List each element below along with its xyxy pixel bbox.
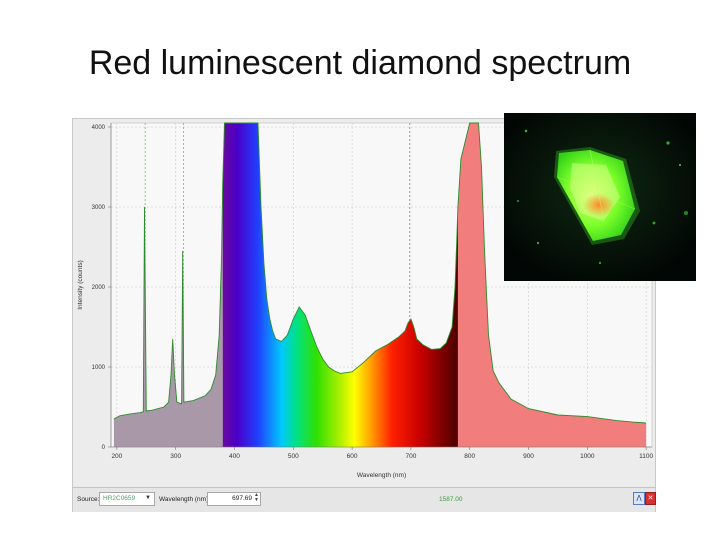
series-line [113, 122, 647, 424]
x-tick-label: 800 [464, 453, 475, 460]
x-tick-label: 900 [523, 453, 534, 460]
x-axis-title: Wavelength (nm) [357, 472, 406, 479]
lambda-icon[interactable]: Λ [633, 492, 645, 505]
x-tick-label: 400 [229, 453, 240, 460]
source-select[interactable]: HR2C0659 ▼ [99, 492, 155, 506]
x-tick-label: 300 [170, 453, 181, 460]
y-axis-title: Intensity (counts) [77, 260, 84, 310]
spinner-icon[interactable]: ▲ ▼ [254, 492, 259, 503]
x-tick-label: 1000 [580, 453, 595, 460]
y-tick-label: 1000 [92, 365, 106, 371]
source-label: Source: [77, 496, 100, 503]
counts-readout: 1587.00 [439, 496, 463, 503]
wavelength-input[interactable]: 697.69 ▲ ▼ [207, 492, 261, 506]
y-tick-label: 4000 [92, 125, 106, 131]
diamond-photo [504, 113, 696, 281]
y-tick-label: 2000 [92, 285, 106, 291]
x-tick-label: 200 [111, 453, 122, 460]
diamond-photo-graphic [504, 113, 696, 281]
status-bar: Source: HR2C0659 ▼ Wavelength (nm): 697.… [73, 487, 656, 512]
close-icon[interactable]: ✕ [645, 492, 656, 505]
wavelength-label: Wavelength (nm): [159, 496, 211, 503]
y-tick-label: 3000 [92, 205, 106, 211]
source-value: HR2C0659 [103, 495, 136, 502]
x-tick-label: 500 [288, 453, 299, 460]
wavelength-value: 697.69 [232, 495, 252, 502]
spectrum-line [113, 122, 647, 424]
y-tick-label: 0 [102, 445, 106, 451]
axes: 200 300 400 500 600 700 800 900 1000 1100 0 1000 200… [92, 123, 653, 460]
slide-title: Red luminescent diamond spectrum [88, 44, 632, 82]
x-tick-label: 600 [347, 453, 358, 460]
chevron-down-icon: ▼ [145, 495, 151, 501]
x-tick-label: 1100 [639, 453, 653, 460]
x-tick-label: 700 [405, 453, 416, 460]
